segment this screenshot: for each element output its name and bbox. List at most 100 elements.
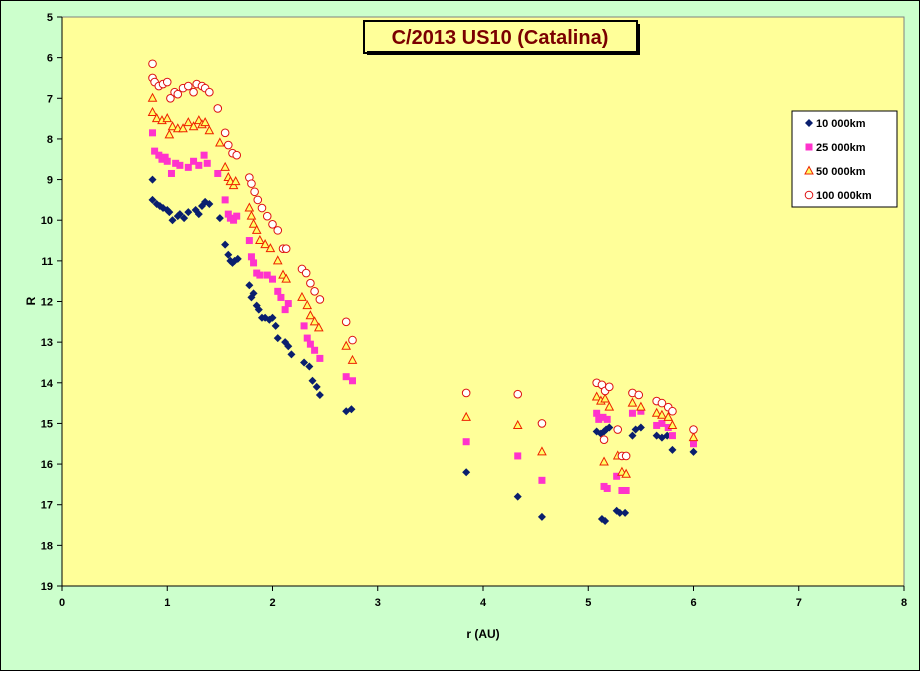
legend: 10 000km 25 000km 50 000km 100 000km xyxy=(791,110,898,208)
data-point xyxy=(538,476,546,484)
data-point xyxy=(621,508,630,517)
data-point xyxy=(268,313,277,322)
data-point xyxy=(284,300,292,308)
data-point xyxy=(651,407,662,417)
data-point xyxy=(230,176,241,186)
data-point xyxy=(668,406,677,416)
y-tick-label: 7 xyxy=(47,93,53,105)
data-point xyxy=(342,373,350,381)
data-point xyxy=(172,159,180,167)
y-tick-label: 6 xyxy=(47,53,53,65)
data-point xyxy=(167,169,175,177)
y-tick-label: 13 xyxy=(41,337,53,349)
legend-marker xyxy=(805,119,813,127)
data-point xyxy=(305,310,316,320)
data-point xyxy=(214,169,222,177)
data-point xyxy=(599,456,609,466)
data-point xyxy=(284,342,293,351)
data-point xyxy=(273,334,282,343)
data-point xyxy=(257,203,267,213)
data-point xyxy=(274,287,282,295)
data-point xyxy=(628,409,636,417)
data-point xyxy=(305,362,314,371)
data-point xyxy=(262,211,272,221)
data-point xyxy=(615,508,624,517)
data-point xyxy=(603,484,611,492)
x-axis-label: r (AU) xyxy=(466,627,499,641)
data-point xyxy=(200,117,210,127)
data-point xyxy=(268,219,277,229)
data-point xyxy=(621,451,631,461)
data-point xyxy=(313,322,324,332)
data-point xyxy=(263,271,271,279)
data-point xyxy=(595,415,603,423)
data-point xyxy=(151,113,162,123)
data-point xyxy=(265,243,276,253)
data-point xyxy=(151,147,159,155)
data-point xyxy=(306,278,315,288)
data-point xyxy=(221,196,229,204)
data-point xyxy=(200,151,208,159)
data-point xyxy=(537,419,547,428)
data-point xyxy=(514,452,522,460)
data-point xyxy=(604,401,615,411)
y-tick-label: 10 xyxy=(41,215,53,227)
data-point xyxy=(658,419,666,427)
data-point xyxy=(667,419,678,429)
data-point xyxy=(176,161,184,169)
data-point xyxy=(255,234,265,245)
data-point xyxy=(622,486,630,494)
data-point xyxy=(621,468,631,478)
data-point xyxy=(215,137,225,147)
y-tick-label: 17 xyxy=(41,500,53,512)
data-point xyxy=(147,106,158,117)
data-point xyxy=(271,321,280,330)
data-point xyxy=(689,447,698,456)
y-tick-label: 8 xyxy=(47,134,53,146)
data-point xyxy=(204,125,215,135)
data-point xyxy=(148,195,157,204)
data-point xyxy=(612,506,621,515)
data-point xyxy=(254,305,263,314)
data-point xyxy=(168,216,177,225)
data-point xyxy=(163,157,171,165)
data-point xyxy=(184,81,193,91)
data-point xyxy=(213,104,223,113)
data-point xyxy=(269,275,276,283)
y-tick-label: 16 xyxy=(41,459,53,471)
chart-title-box: C/2013 US10 (Catalina) xyxy=(363,20,640,55)
data-point xyxy=(162,113,173,123)
legend-label: 50 000km xyxy=(816,166,866,178)
data-points xyxy=(147,59,699,525)
data-point xyxy=(593,409,601,417)
data-point xyxy=(173,89,183,99)
data-point xyxy=(512,419,523,429)
data-point xyxy=(246,210,257,220)
data-point xyxy=(180,214,189,223)
x-tick-label: 5 xyxy=(585,597,591,609)
data-point xyxy=(162,77,172,87)
data-point xyxy=(311,346,319,354)
legend-marker xyxy=(804,190,814,200)
data-point xyxy=(203,159,211,167)
data-point xyxy=(341,340,352,350)
data-point xyxy=(657,409,667,419)
x-axis: 0 1 2 3 4 5 6 7 8 xyxy=(59,585,907,609)
data-point xyxy=(164,129,175,139)
series-circle xyxy=(148,59,698,461)
data-point xyxy=(165,208,174,217)
y-tick-label: 12 xyxy=(41,297,53,309)
legend-marker xyxy=(804,165,814,175)
data-point xyxy=(149,129,157,137)
y-tick-label: 11 xyxy=(41,256,53,268)
data-point xyxy=(215,214,224,223)
x-tick-label: 8 xyxy=(901,597,907,609)
data-point xyxy=(256,271,264,279)
x-tick-label: 6 xyxy=(690,597,696,609)
data-point xyxy=(599,413,607,421)
data-point xyxy=(281,306,289,314)
data-point xyxy=(221,240,230,249)
data-point xyxy=(245,281,254,290)
data-point xyxy=(155,151,163,159)
data-point xyxy=(599,435,609,444)
